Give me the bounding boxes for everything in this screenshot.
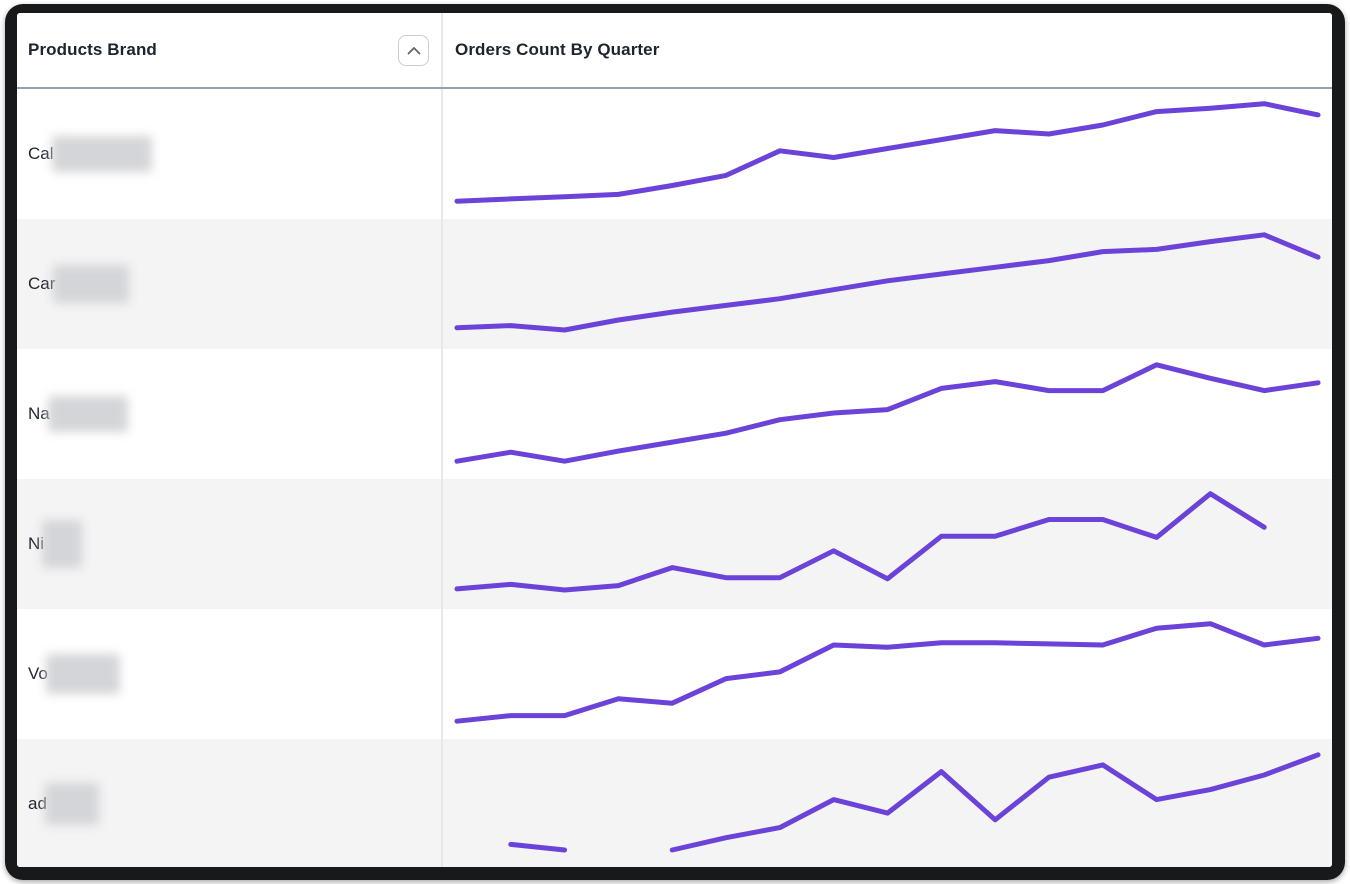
brand-label: Na bbox=[28, 404, 50, 423]
sparkline bbox=[457, 235, 1318, 330]
products-brand-header-label: Products Brand bbox=[28, 40, 157, 59]
sparkline-chart bbox=[443, 89, 1332, 219]
table-row[interactable]: Car bbox=[17, 219, 1332, 349]
brand-cell[interactable]: Na bbox=[17, 349, 441, 479]
brand-redaction-blur bbox=[44, 783, 99, 825]
brand-cell[interactable]: ad bbox=[17, 739, 441, 867]
brand-cell[interactable]: Car bbox=[17, 219, 441, 349]
sparkline-cell bbox=[441, 349, 1332, 479]
brand-label: Ni bbox=[28, 534, 45, 553]
header-products-brand[interactable]: Products Brand bbox=[17, 13, 441, 87]
sparkline bbox=[457, 624, 1318, 722]
table-row[interactable]: Vo bbox=[17, 609, 1332, 739]
table-body: Cal Car Na Ni Vo ad bbox=[17, 89, 1332, 867]
table-header: Products Brand Orders Count By Quarter bbox=[17, 13, 1332, 89]
sparkline-cell bbox=[441, 739, 1332, 867]
chevron-up-icon bbox=[407, 46, 421, 55]
sparkline-chart bbox=[443, 349, 1332, 479]
sparkline-cell bbox=[441, 219, 1332, 349]
brand-redaction-blur bbox=[45, 654, 120, 694]
brand-cell[interactable]: Cal bbox=[17, 89, 441, 219]
sparkline-cell bbox=[441, 609, 1332, 739]
table-widget: Products Brand Orders Count By Quarter bbox=[17, 13, 1332, 867]
brand-label: Car bbox=[28, 274, 56, 293]
brand-cell[interactable]: Ni bbox=[17, 479, 441, 609]
brand-redaction-blur bbox=[51, 136, 152, 172]
brand-redaction-blur bbox=[53, 265, 130, 303]
sparkline-chart bbox=[443, 739, 1332, 867]
sparkline-chart bbox=[443, 219, 1332, 349]
sparkline-cell bbox=[441, 479, 1332, 609]
table-row[interactable]: Na bbox=[17, 349, 1332, 479]
sparkline bbox=[457, 104, 1318, 202]
sparkline-cell bbox=[441, 89, 1332, 219]
sparkline bbox=[511, 844, 565, 850]
sparkline bbox=[672, 755, 1318, 850]
window-frame: Products Brand Orders Count By Quarter bbox=[5, 4, 1345, 880]
sort-ascending-button[interactable] bbox=[398, 34, 429, 66]
sparkline-chart bbox=[443, 609, 1332, 739]
brand-label: Vo bbox=[28, 664, 48, 683]
brand-cell[interactable]: Vo bbox=[17, 609, 441, 739]
brand-redaction-blur bbox=[42, 520, 83, 568]
table-row[interactable]: Ni bbox=[17, 479, 1332, 609]
brand-label: ad bbox=[28, 794, 47, 813]
orders-count-header-label: Orders Count By Quarter bbox=[455, 40, 660, 59]
sparkline bbox=[457, 494, 1264, 590]
table-row[interactable]: Cal bbox=[17, 89, 1332, 219]
brand-redaction-blur bbox=[47, 396, 128, 432]
brand-label: Cal bbox=[28, 144, 54, 163]
sparkline-chart bbox=[443, 479, 1332, 609]
header-orders-count[interactable]: Orders Count By Quarter bbox=[441, 13, 1332, 87]
table-row[interactable]: ad bbox=[17, 739, 1332, 867]
sparkline bbox=[457, 365, 1318, 461]
